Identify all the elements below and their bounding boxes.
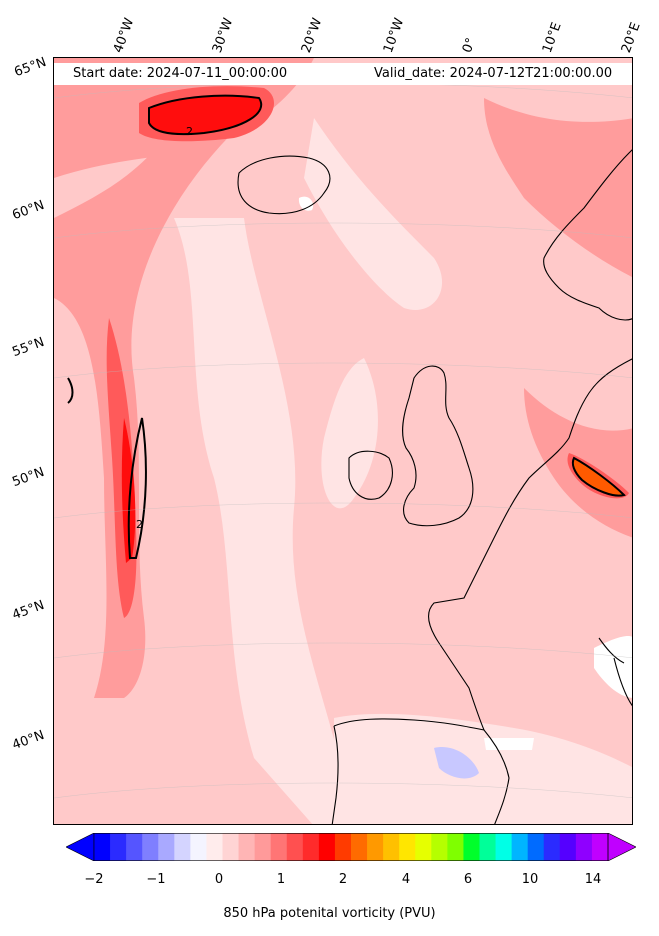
colorbar-segment — [431, 833, 448, 861]
valid-date: Valid_date: 2024-07-12T21:00:00.00 — [374, 66, 613, 81]
colorbar-segment — [142, 833, 159, 861]
contour-europe — [571, 456, 626, 497]
colorbar-segment — [270, 833, 288, 861]
colorbar-segment — [318, 833, 336, 861]
colorbar-extend-max — [607, 833, 636, 861]
colorbar-tick: −2 — [84, 872, 104, 887]
lon-label: 20°W — [298, 16, 326, 55]
colorbar-segment — [110, 833, 127, 861]
colorbar-segment — [174, 833, 191, 861]
lon-label: 0° — [459, 35, 480, 55]
header-bar — [54, 63, 632, 85]
colorbar-segment — [126, 833, 143, 861]
colorbar-segment — [463, 833, 480, 861]
white-patch-italy — [594, 636, 632, 698]
colorbar-segment — [286, 833, 304, 861]
colorbar-segment — [543, 833, 561, 861]
colorbar-segment — [254, 833, 272, 861]
colorbar-tick: 2 — [338, 872, 348, 887]
map-panel: 2 2 — [53, 57, 633, 825]
colorbar-tick: 0 — [214, 872, 224, 887]
colorbar-segment — [415, 833, 432, 861]
colorbar-label: 850 hPa potenital vorticity (PVU) — [223, 906, 436, 921]
colorbar-segment — [222, 833, 240, 861]
colorbar-segment — [94, 833, 111, 861]
light-band-atlantic — [174, 218, 354, 824]
lon-label: 10°E — [539, 20, 565, 55]
contour-small-west — [67, 377, 74, 404]
max-band-west — [121, 418, 136, 563]
lon-label: 40°W — [110, 16, 138, 55]
colorbar-segment — [511, 833, 529, 861]
colorbar-segment — [238, 833, 256, 861]
colorbar-frame — [93, 833, 609, 861]
colorbar-segment — [591, 833, 609, 861]
colorbar-segment — [383, 833, 400, 861]
lon-label: 20°E — [618, 20, 644, 55]
lat-label: 65°N — [12, 54, 49, 81]
lon-label: 10°W — [380, 16, 408, 55]
colorbar-tick: 1 — [276, 872, 286, 887]
colorbar — [66, 833, 636, 861]
lat-label: 55°N — [10, 334, 47, 361]
light-iberia — [334, 713, 632, 824]
lat-label: 40°N — [10, 727, 47, 754]
contour-label-top-left: 2 — [186, 125, 193, 138]
mid-north-sea — [484, 98, 632, 277]
lat-label: 50°N — [10, 464, 47, 491]
mid-band-west — [54, 78, 284, 698]
lat-label: 60°N — [10, 197, 47, 224]
lat-label: 45°N — [10, 597, 47, 624]
colorbar-segment — [206, 833, 223, 861]
colorbar-tick: 10 — [521, 872, 539, 887]
orange-europe — [572, 458, 624, 496]
colorbar-segment — [190, 833, 207, 861]
colorbar-segment — [158, 833, 175, 861]
white-patch-iceland — [298, 196, 314, 211]
colorbar-segment — [575, 833, 593, 861]
colorbar-segment — [495, 833, 513, 861]
colorbar-tick: 6 — [463, 872, 473, 887]
contour-west — [127, 417, 147, 559]
colorbar-extend-min — [66, 833, 95, 861]
colorbar-segment — [527, 833, 545, 861]
max-top-left — [149, 95, 262, 135]
colorbar-segment — [351, 833, 368, 861]
light-band-north — [304, 118, 443, 310]
colorbar-segment — [399, 833, 416, 861]
colorbar-tick: −1 — [146, 872, 166, 887]
contour-top-left — [148, 94, 262, 136]
light-patch — [321, 358, 378, 509]
start-date: Start date: 2024-07-11_00:00:00 — [73, 66, 288, 81]
colorbar-segment — [367, 833, 384, 861]
lon-label: 30°W — [209, 16, 237, 55]
contour-label-west: 2 — [136, 518, 143, 531]
colorbar-segment — [302, 833, 320, 861]
coastlines — [237, 149, 632, 824]
colorbar-segment — [479, 833, 497, 861]
colorbar-segment — [447, 833, 464, 861]
colorbar-segment — [334, 833, 352, 861]
colorbar-tick: 4 — [401, 872, 411, 887]
colorbar-tick: 14 — [584, 872, 602, 887]
colorbar-segment — [559, 833, 577, 861]
blue-iberia — [434, 747, 479, 779]
vorticity-field: 2 2 — [54, 58, 632, 824]
